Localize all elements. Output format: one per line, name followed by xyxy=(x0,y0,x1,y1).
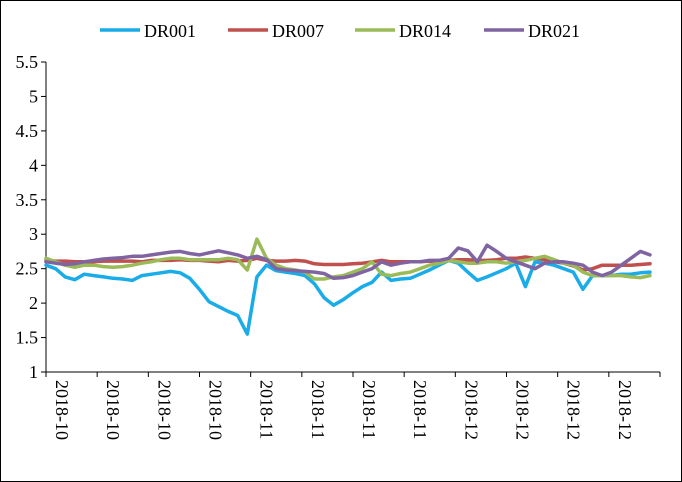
x-tick-label: 2018-12 xyxy=(461,380,481,440)
y-tick-label: 3.5 xyxy=(16,190,39,210)
y-tick-label: 1 xyxy=(29,362,38,382)
y-tick-label: 3 xyxy=(29,224,38,244)
legend-label-dr007: DR007 xyxy=(272,21,324,41)
x-tick-label: 2018-12 xyxy=(564,380,584,440)
series-line-dr001 xyxy=(44,258,652,336)
y-tick-label: 4 xyxy=(29,155,38,175)
legend-label-dr001: DR001 xyxy=(144,21,196,41)
x-tick-label: 2018-12 xyxy=(513,380,533,440)
legend-label-dr014: DR014 xyxy=(399,21,451,41)
y-tick-label: 5.5 xyxy=(16,52,39,72)
y-tick-label: 1.5 xyxy=(16,328,39,348)
x-tick-label: 2018-11 xyxy=(410,380,430,439)
x-tick-label: 2018-10 xyxy=(103,380,123,440)
series-line-dr021 xyxy=(44,243,652,281)
y-tick-label: 5 xyxy=(29,86,38,106)
x-tick-label: 2018-11 xyxy=(308,380,328,439)
series-line-dr014 xyxy=(44,237,652,281)
y-tick-label: 2.5 xyxy=(16,259,39,279)
legend-label-dr021: DR021 xyxy=(528,21,580,41)
x-tick-label: 2018-11 xyxy=(257,380,277,439)
x-tick-label: 2018-10 xyxy=(52,380,72,440)
x-tick-label: 2018-10 xyxy=(206,380,226,440)
x-tick-label: 2018-10 xyxy=(154,380,174,440)
y-tick-label: 2 xyxy=(29,293,38,313)
y-tick-label: 4.5 xyxy=(16,121,39,141)
x-tick-label: 2018-12 xyxy=(615,380,635,440)
x-tick-label: 2018-11 xyxy=(359,380,379,439)
